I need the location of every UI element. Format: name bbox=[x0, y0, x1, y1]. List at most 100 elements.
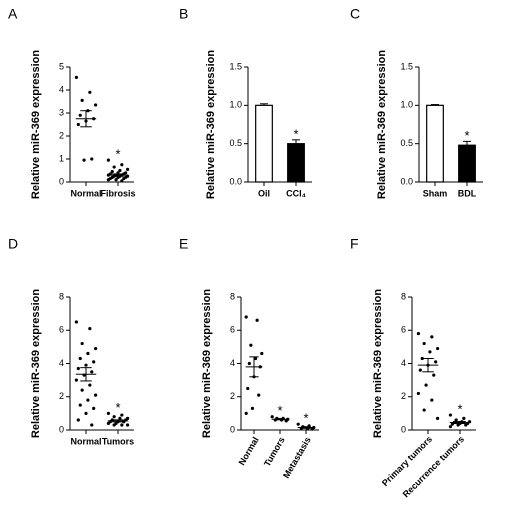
data-point bbox=[80, 98, 84, 102]
data-point bbox=[106, 411, 110, 415]
data-point bbox=[88, 383, 92, 387]
y-tick-label: 6 bbox=[59, 325, 64, 335]
data-point bbox=[80, 388, 84, 392]
y-tick-label: 6 bbox=[230, 325, 235, 335]
x-tick-label: Tumors bbox=[262, 435, 287, 468]
y-axis-label: Relative miR-369 expression bbox=[372, 289, 384, 438]
data-point bbox=[432, 373, 436, 377]
y-tick-label: 6 bbox=[401, 325, 406, 335]
data-point bbox=[428, 350, 432, 354]
data-point bbox=[456, 423, 460, 427]
y-tick-label: 0.5 bbox=[229, 138, 242, 148]
significance-mark: * bbox=[457, 401, 462, 416]
data-point bbox=[126, 423, 130, 427]
data-point bbox=[249, 343, 253, 347]
y-tick-label: 5 bbox=[59, 61, 64, 71]
x-tick-label: Tumors bbox=[102, 436, 134, 446]
data-point bbox=[422, 341, 426, 346]
data-point bbox=[74, 75, 78, 79]
data-point bbox=[416, 391, 420, 396]
panel-label: B bbox=[179, 6, 188, 22]
y-axis-label: Relative miR-369 expression bbox=[376, 50, 388, 199]
y-tick-label: 1.0 bbox=[229, 100, 242, 110]
panel-label: A bbox=[8, 6, 18, 22]
y-tick-label: 1.5 bbox=[229, 61, 242, 71]
data-point bbox=[120, 423, 124, 427]
data-point bbox=[86, 351, 90, 356]
data-point bbox=[246, 386, 250, 391]
panel-label: E bbox=[179, 236, 188, 252]
y-tick-label: 2 bbox=[230, 391, 235, 401]
significance-mark: * bbox=[464, 128, 469, 143]
data-point bbox=[250, 406, 255, 410]
data-point bbox=[270, 415, 274, 419]
data-point bbox=[424, 383, 428, 387]
data-point bbox=[450, 422, 454, 426]
data-point bbox=[430, 398, 434, 402]
y-tick-label: 2 bbox=[401, 391, 406, 401]
y-tick-label: 3 bbox=[59, 107, 64, 117]
y-axis-label: Relative miR-369 expression bbox=[201, 289, 213, 438]
data-point bbox=[118, 416, 122, 420]
y-tick-label: 0 bbox=[230, 424, 235, 434]
y-tick-label: 0 bbox=[59, 176, 64, 186]
y-tick-label: 2 bbox=[59, 391, 64, 401]
y-tick-label: 0.0 bbox=[400, 176, 413, 186]
data-point bbox=[78, 113, 82, 117]
panel-label: D bbox=[8, 236, 18, 252]
y-tick-label: 0 bbox=[401, 424, 406, 434]
data-point bbox=[86, 398, 90, 402]
x-tick-label: Oil bbox=[258, 188, 270, 198]
data-point bbox=[84, 363, 88, 367]
data-point bbox=[114, 178, 118, 182]
x-tick-label: Metastasis bbox=[281, 435, 313, 480]
bar bbox=[458, 144, 476, 183]
y-tick-label: 4 bbox=[401, 358, 406, 368]
data-point bbox=[78, 403, 82, 407]
data-point bbox=[78, 356, 82, 361]
data-point bbox=[260, 351, 264, 356]
data-point bbox=[106, 421, 110, 425]
data-point bbox=[76, 122, 80, 127]
bar bbox=[287, 143, 305, 183]
data-point bbox=[122, 176, 126, 181]
data-point bbox=[120, 179, 124, 183]
data-point bbox=[454, 418, 458, 422]
data-point bbox=[416, 331, 420, 336]
data-point bbox=[92, 360, 96, 364]
data-point bbox=[247, 361, 251, 366]
data-point bbox=[112, 415, 116, 419]
y-tick-label: 8 bbox=[59, 291, 64, 301]
x-tick-label: BDL bbox=[458, 188, 477, 198]
data-point bbox=[434, 360, 438, 364]
x-tick-label: Normal bbox=[237, 435, 261, 467]
data-point bbox=[120, 413, 124, 417]
data-point bbox=[88, 90, 92, 94]
x-tick-label: CCl₄ bbox=[286, 188, 306, 198]
y-tick-label: 4 bbox=[59, 84, 64, 94]
data-point bbox=[84, 411, 88, 415]
significance-mark: * bbox=[277, 403, 282, 418]
significance-mark: * bbox=[115, 400, 120, 415]
y-tick-label: 1.0 bbox=[400, 100, 413, 110]
x-tick-label: Normal bbox=[70, 436, 101, 446]
data-point bbox=[106, 158, 110, 162]
data-point bbox=[257, 393, 261, 397]
data-point bbox=[74, 320, 78, 324]
data-point bbox=[76, 366, 80, 371]
data-point bbox=[430, 335, 434, 339]
data-point bbox=[296, 422, 300, 426]
data-point bbox=[244, 315, 248, 319]
data-point bbox=[418, 368, 422, 372]
data-point bbox=[90, 157, 94, 161]
significance-mark: * bbox=[303, 411, 308, 426]
y-tick-label: 0.5 bbox=[400, 138, 413, 148]
significance-mark: * bbox=[115, 147, 120, 162]
x-tick-label: Sham bbox=[423, 188, 448, 198]
y-tick-label: 8 bbox=[230, 291, 235, 301]
data-point bbox=[112, 423, 116, 427]
data-point bbox=[74, 378, 78, 382]
data-point bbox=[118, 168, 122, 173]
data-point bbox=[462, 416, 466, 420]
